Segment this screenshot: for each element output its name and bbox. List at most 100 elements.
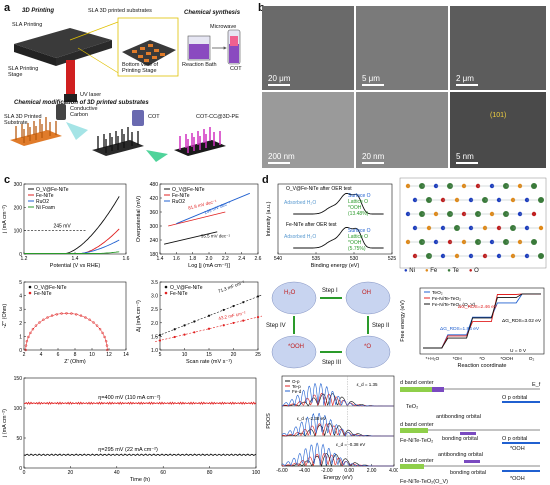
- crystal-atom: [538, 225, 544, 231]
- xps-ooh-2: *OOH: [348, 240, 362, 246]
- tem-image-2: 20 nm: [356, 92, 448, 168]
- row-teo2: TeO₂: [406, 404, 418, 410]
- tafel-xtick-label: 2.4: [238, 256, 245, 262]
- sla-substrate-brush: [10, 117, 62, 146]
- lsv-chart: 1.2 1.4 1.6 0 100 200 300 Potential (V vs RHE) j…: [2, 182, 130, 269]
- green-arrow-2: [146, 150, 168, 162]
- uv-laser-source: [64, 94, 77, 102]
- scale-label-2: 5 μm: [362, 74, 380, 83]
- cdl-ytick-label: 1.0: [151, 348, 158, 354]
- xps-xtick-label: 540: [274, 256, 283, 262]
- species-ooh: *OOH: [288, 344, 304, 350]
- cdl-point-1-5: [222, 324, 225, 327]
- eis-xtick-label: 6: [57, 352, 60, 358]
- dband-bar-1: [400, 387, 432, 392]
- lsv-annot: 245 mV: [53, 224, 71, 230]
- d-band-diagram: d band center E_f O p orbital TeO₂ antib…: [400, 380, 541, 485]
- label-sla-substrates: SLA 3D printed substrates: [88, 8, 152, 14]
- energy-annot-3: U = 0 V: [510, 348, 527, 354]
- cdl-point-0-0: [158, 333, 162, 337]
- xps-surface-1: Surface O: [348, 193, 371, 199]
- scale-bar-5: [362, 162, 384, 164]
- cdl-ytick-label: 3.5: [151, 280, 158, 286]
- cdl-annot-0: 71.3 mF cm⁻²: [217, 280, 245, 294]
- tafel-ylabel: Overpotential (mV): [136, 196, 142, 242]
- eis-point-21: [98, 327, 102, 331]
- crystal-atom: [531, 211, 537, 217]
- xps-label-2: Fe-NiTe after OER test: [286, 222, 337, 228]
- eis-point-3: [27, 335, 30, 339]
- xps-pct-2: (5.75%): [348, 246, 366, 252]
- stab-ytick-label: 50: [16, 436, 22, 442]
- xps-lattice-1: Lattice O: [348, 199, 368, 205]
- panel-a-label: a: [4, 2, 11, 14]
- panel-a-schematic: [10, 17, 241, 162]
- tafel-legend-2: RuO2: [172, 199, 185, 205]
- stability-chart: 0 20 40 60 80 100 0 50 100 150 Time (h) j (mA cm⁻²)…: [2, 376, 260, 483]
- dband-bar-1b: [432, 387, 444, 392]
- crystal-structure: [399, 177, 547, 269]
- crystal-atom: [538, 197, 544, 203]
- step-4: Step IV: [266, 323, 286, 329]
- scale-label-6: 5 nm: [456, 152, 474, 161]
- energy-step-3: *OOH: [500, 356, 513, 362]
- cdl-point-0-7: [242, 301, 245, 304]
- cdl-point-1-6: [232, 321, 235, 325]
- tafel-xtick-label: 1.4: [157, 256, 164, 262]
- legend-te: ● Te: [447, 268, 459, 274]
- tafel-line-0: [163, 231, 218, 245]
- cdl-point-1-3: [193, 331, 196, 334]
- ef-label-1: E_f: [532, 382, 541, 388]
- cdl-point-1-2: [183, 333, 186, 336]
- eis-ytick-label: 2: [19, 321, 22, 327]
- antibonding-2: antibonding orbital: [438, 452, 483, 458]
- stab-xlabel: Time (h): [130, 477, 150, 483]
- lsv-curve-1: [24, 228, 120, 254]
- energy-annot-0: ΔG_RDS=3.02 eV: [502, 318, 542, 324]
- printing-stage-side: [14, 44, 56, 66]
- pdos-ylabel: PDOS: [266, 413, 272, 429]
- scale-bar-3: [456, 84, 478, 86]
- lsv-xtick-label: 1.6: [123, 256, 130, 262]
- stab-xtick-label: 80: [207, 470, 213, 476]
- energy-legend-2: Fe-NiTe-TeO₂ (O_V): [432, 302, 476, 308]
- energy-annot-2: ΔG_RDS=1.84 eV: [440, 326, 480, 332]
- tem-image-1: 200 nm: [262, 92, 354, 168]
- label-conductive-carbon: Conductive Carbon: [70, 106, 98, 118]
- ooh-label-2: *OOH: [510, 446, 525, 452]
- eis-xlabel: Z' (Ohm): [64, 359, 86, 365]
- cdl-legend-1: Fe-NiTe: [170, 291, 188, 297]
- hrtem-image: 5 nm (101): [450, 92, 546, 168]
- pdos-xtick-label: 0.00: [344, 468, 354, 474]
- eis-ytick-label: 5: [19, 280, 22, 286]
- lsv-ylabel: j (mA cm⁻²): [2, 205, 8, 234]
- pdos-xtick-label: -2.00: [321, 468, 333, 474]
- step-3: Step III: [322, 360, 341, 366]
- scale-bar-1: [268, 84, 290, 86]
- cdl-point-1-7: [242, 319, 245, 322]
- title-chemical-synthesis: Chemical synthesis: [184, 10, 241, 16]
- antibonding-1: antibonding orbital: [436, 414, 481, 420]
- op-orbital-1: O p orbital: [502, 395, 527, 401]
- xps-spectrum-2: [293, 226, 384, 249]
- label-sla-printing: SLA Printing: [12, 22, 43, 28]
- pdos-annot-2: ε_d = 1.35: [357, 382, 378, 387]
- cdl-ytick-label: 1.5: [151, 334, 158, 340]
- xps-xtick-label: 535: [312, 256, 321, 262]
- scale-label-1: 20 μm: [268, 74, 291, 83]
- label-sla-substrate: SLA 3D Printed Substrate: [4, 114, 42, 126]
- xps-xtick-label: 525: [388, 256, 396, 262]
- cot-cc-brush: [174, 127, 226, 156]
- legend-o-label: O: [474, 268, 479, 274]
- cdl-ytick-label: 2.0: [151, 321, 158, 327]
- energy-path-2: [423, 293, 541, 349]
- label-cot: COT: [148, 114, 160, 120]
- energy-step-2: *O: [479, 356, 485, 362]
- cdl-xtick-label: 5: [159, 352, 162, 358]
- dband-label-3: d band center: [400, 458, 434, 464]
- lsv-ytick-label: 0: [19, 252, 22, 258]
- eis-ytick-label: 3: [19, 307, 22, 313]
- eis-point-16: [79, 314, 83, 317]
- eis-point-20: [95, 324, 99, 327]
- cdl-legend-mark-1: [164, 291, 168, 295]
